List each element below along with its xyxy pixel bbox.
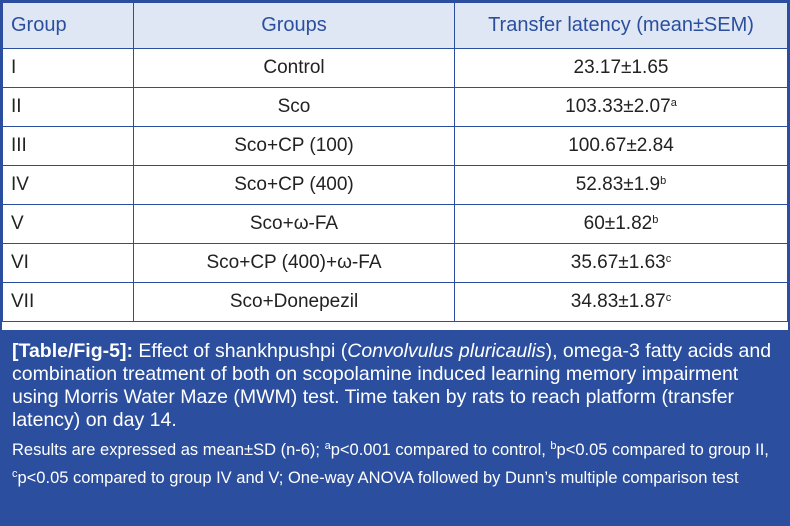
cell-groups: Sco+ω-FA — [133, 204, 455, 244]
latency-value: 35.67±1.63 — [570, 252, 666, 273]
cell-latency: 100.67±2.84 — [454, 126, 788, 166]
latency-value: 103.33±2.07 — [565, 96, 671, 117]
results-table: Group Groups Transfer latency (mean±SEM)… — [2, 2, 788, 322]
note-text: Results are expressed as mean±SD (n-6); — [12, 441, 325, 459]
latency-value: 52.83±1.9 — [575, 174, 661, 195]
table-row: I Control 23.17±1.65 — [2, 48, 788, 88]
cell-group: II — [2, 87, 134, 127]
latency-value: 60±1.82 — [583, 213, 653, 234]
cell-groups: Sco+CP (400) — [133, 165, 455, 205]
cell-latency: 23.17±1.65 — [454, 48, 788, 88]
table-row: IV Sco+CP (400) 52.83±1.9b — [2, 165, 788, 205]
note-sup: c — [12, 468, 18, 480]
caption-text: ), omega-3 fatty acids and combination t… — [12, 340, 772, 431]
note-text: p<0.001 compared to control, — [330, 441, 551, 459]
significance-sup: c — [665, 292, 672, 304]
cell-group: VII — [2, 282, 134, 322]
cell-group: V — [2, 204, 134, 244]
table-row: VI Sco+CP (400)+ω-FA 35.67±1.63c — [2, 243, 788, 283]
caption-main: [Table/Fig-5]: Effect of shankhpushpi (C… — [12, 340, 776, 432]
significance-sup: b — [652, 214, 659, 226]
header-groups: Groups — [133, 2, 455, 49]
caption-notes: Results are expressed as mean±SD (n-6); … — [12, 434, 776, 490]
cell-groups: Sco+CP (400)+ω-FA — [133, 243, 455, 283]
cell-group: I — [2, 48, 134, 88]
cell-groups: Sco — [133, 87, 455, 127]
header-group: Group — [2, 2, 134, 49]
cell-latency: 103.33±2.07a — [454, 87, 788, 127]
caption-text: Effect of shankhpushpi ( — [132, 340, 348, 362]
header-row: Group Groups Transfer latency (mean±SEM) — [2, 2, 788, 49]
table-row: III Sco+CP (100) 100.67±2.84 — [2, 126, 788, 166]
latency-value: 34.83±1.87 — [570, 291, 666, 312]
latency-value: 23.17±1.65 — [573, 57, 669, 78]
significance-sup: c — [665, 253, 672, 265]
latency-value: 100.67±2.84 — [568, 135, 674, 156]
cell-groups: Control — [133, 48, 455, 88]
cell-group: III — [2, 126, 134, 166]
cell-groups: Sco+CP (100) — [133, 126, 455, 166]
caption: [Table/Fig-5]: Effect of shankhpushpi (C… — [2, 330, 788, 524]
header-latency: Transfer latency (mean±SEM) — [454, 2, 788, 49]
note-sup: a — [324, 440, 331, 452]
cell-latency: 60±1.82b — [454, 204, 788, 244]
cell-group: VI — [2, 243, 134, 283]
caption-species: Convolvulus pluricaulis — [347, 340, 546, 362]
table-row: VII Sco+Donepezil 34.83±1.87c — [2, 282, 788, 322]
caption-label: [Table/Fig-5]: — [12, 340, 133, 362]
note-text: p<0.05 compared to group IV and V; One-w… — [17, 469, 739, 487]
cell-latency: 52.83±1.9b — [454, 165, 788, 205]
note-sup: b — [550, 440, 557, 452]
table-row: V Sco+ω-FA 60±1.82b — [2, 204, 788, 244]
significance-sup: b — [660, 175, 667, 187]
cell-groups: Sco+Donepezil — [133, 282, 455, 322]
table-row: II Sco 103.33±2.07a — [2, 87, 788, 127]
significance-sup: a — [670, 97, 677, 109]
cell-latency: 34.83±1.87c — [454, 282, 788, 322]
cell-group: IV — [2, 165, 134, 205]
cell-latency: 35.67±1.63c — [454, 243, 788, 283]
note-text: p<0.05 compared to group II, — [556, 441, 769, 459]
